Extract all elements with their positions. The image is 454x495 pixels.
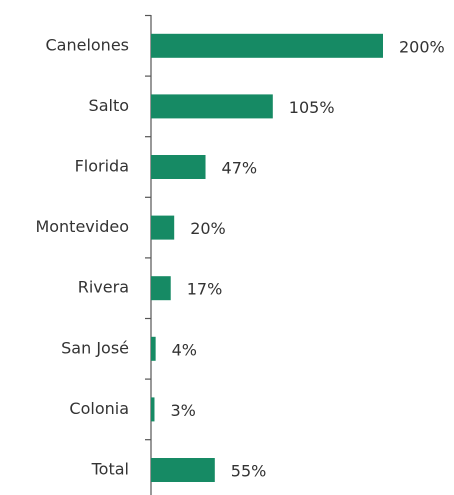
bar bbox=[151, 94, 273, 119]
bar bbox=[151, 215, 175, 240]
value-label: 47% bbox=[222, 159, 258, 178]
category-label: Colonia bbox=[69, 399, 129, 418]
bar bbox=[151, 276, 171, 301]
value-label: 200% bbox=[399, 37, 445, 56]
bar bbox=[151, 33, 383, 58]
value-label: 20% bbox=[190, 219, 226, 238]
category-label: San José bbox=[61, 338, 129, 357]
value-label: 105% bbox=[289, 98, 335, 117]
value-label: 55% bbox=[231, 462, 267, 481]
bar bbox=[151, 397, 155, 422]
category-label: Montevideo bbox=[35, 217, 129, 236]
value-label: 3% bbox=[170, 401, 195, 420]
bar bbox=[151, 336, 156, 361]
category-label: Rivera bbox=[78, 278, 129, 297]
category-label: Florida bbox=[75, 157, 129, 176]
bar bbox=[151, 458, 215, 482]
value-label: 17% bbox=[187, 280, 223, 299]
category-label: Total bbox=[91, 460, 129, 479]
value-label: 4% bbox=[172, 340, 197, 359]
bar bbox=[151, 155, 206, 179]
category-label: Canelones bbox=[45, 35, 129, 54]
category-label: Salto bbox=[89, 96, 129, 115]
